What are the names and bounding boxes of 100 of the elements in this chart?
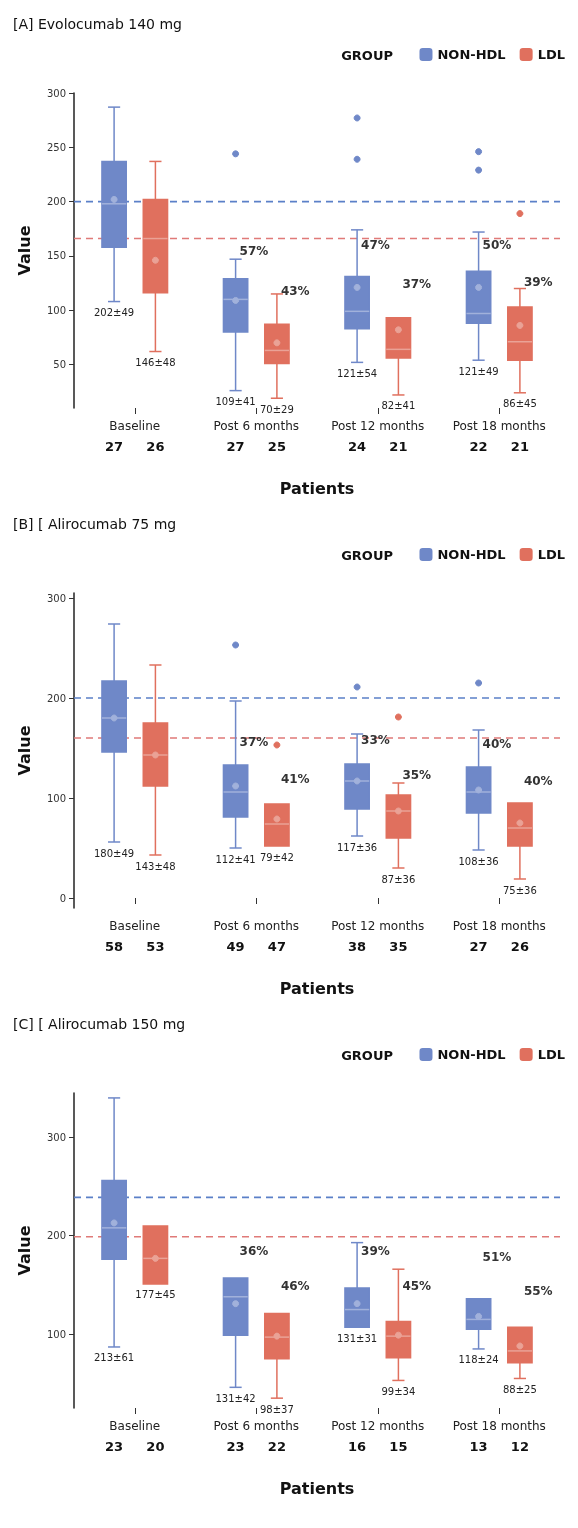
text: 25	[267, 439, 286, 454]
text: 13	[469, 1439, 488, 1454]
x-axis-title: Patients	[279, 978, 355, 998]
text: 49	[226, 939, 245, 954]
annotation: 57%	[239, 244, 269, 259]
annotation: 33%	[361, 732, 390, 747]
y-tick-label: 50	[53, 359, 66, 371]
legend-title: GROUP	[341, 48, 394, 63]
text: 23	[226, 1439, 245, 1454]
text: 131±31	[336, 1332, 378, 1344]
y-tick-label: 250	[46, 141, 66, 153]
text: 146±48	[135, 357, 176, 369]
text: 21	[389, 439, 408, 454]
x-tick-label: Post 6 months	[213, 419, 300, 433]
chart-title: [A] Evolocumab 140 mg	[13, 16, 182, 32]
annotation: 37%	[402, 277, 432, 292]
x-axis-title: Patients	[279, 478, 355, 498]
text: 23	[105, 1439, 124, 1454]
text: 87±36	[381, 873, 416, 885]
y-tick-label: 150	[46, 250, 66, 262]
text: 213±61	[93, 1352, 135, 1364]
y-axis-title: Value	[14, 225, 34, 276]
text: 27	[226, 439, 245, 454]
y-tick-label: 200	[46, 692, 66, 704]
text: 98±37	[259, 1403, 294, 1415]
y-tick-label: 0	[59, 892, 66, 904]
annotation: 40%	[482, 737, 512, 751]
text: 86±45	[502, 398, 537, 410]
text: 180±49	[93, 847, 135, 859]
x-tick-label: Baseline	[109, 419, 161, 433]
annotation: 55%	[523, 1284, 553, 1299]
text: 121±54	[336, 367, 378, 379]
y-tick-label: 100	[46, 792, 66, 804]
text: 27	[105, 439, 124, 454]
text: 143±48	[135, 860, 176, 872]
annotation: 50%	[482, 237, 512, 252]
text: 108±36	[458, 855, 499, 867]
text: 38	[348, 939, 367, 954]
annotation: 37%	[239, 735, 269, 749]
text: 79±42	[259, 851, 294, 863]
y-tick-label: 300	[46, 1131, 66, 1143]
text: 118±24	[458, 1354, 499, 1366]
text: 15	[389, 1439, 408, 1454]
text: 82±41	[381, 400, 416, 412]
x-tick-label: Post 18 months	[452, 419, 546, 433]
text: 21	[510, 439, 529, 454]
y-tick-label: 300	[46, 87, 66, 99]
text: 202±49	[93, 307, 135, 319]
annotation: 39%	[361, 1243, 390, 1258]
text: 131±42	[215, 1392, 256, 1404]
text: 112±41	[215, 853, 256, 865]
legend-title: GROUP	[341, 1048, 394, 1063]
annotation: 51%	[482, 1249, 512, 1264]
text: 26	[510, 939, 529, 954]
x-tick-label: Post 6 months	[213, 919, 300, 933]
x-tick-label: Post 12 months	[331, 919, 425, 933]
x-tick-label: Baseline	[109, 919, 161, 933]
text: 70±29	[259, 403, 294, 415]
text: 24	[348, 439, 367, 454]
text: 58	[105, 939, 124, 954]
legend-title: GROUP	[341, 548, 394, 563]
text: 26	[146, 439, 165, 454]
text: 27	[469, 939, 488, 954]
text: 53	[146, 939, 165, 954]
annotation: 45%	[402, 1278, 432, 1293]
text: 12	[510, 1439, 529, 1454]
x-tick-label: Post 18 months	[452, 1419, 546, 1433]
legend-label: NON-HDL	[437, 547, 506, 562]
text: 22	[267, 1439, 286, 1454]
x-tick-label: Post 18 months	[452, 919, 546, 933]
y-tick-label: 100	[46, 1328, 66, 1340]
legend-label: NON-HDL	[437, 47, 506, 62]
x-tick-label: Post 12 months	[331, 1419, 425, 1433]
text: 117±36	[336, 841, 378, 853]
chart-title: [B] [ Alirocumab 75 mg	[13, 516, 177, 532]
annotation: 35%	[402, 767, 432, 782]
annotation: 36%	[239, 1243, 269, 1258]
chart-title: [C] [ Alirocumab 150 mg	[13, 1016, 186, 1032]
text: 109±41	[215, 396, 256, 408]
y-tick-label: 300	[46, 592, 66, 604]
annotation: 43%	[280, 283, 310, 298]
annotation: 40%	[523, 773, 553, 788]
y-axis-title: Value	[14, 725, 34, 776]
y-tick-label: 100	[46, 304, 66, 316]
x-axis-title: Patients	[279, 1478, 355, 1498]
text: 121±49	[458, 365, 499, 377]
text: 88±25	[502, 1383, 537, 1395]
text: 75±36	[502, 884, 537, 896]
x-tick-label: Baseline	[109, 1419, 161, 1433]
annotation: 41%	[280, 771, 310, 786]
text: 16	[348, 1439, 367, 1454]
x-tick-label: Post 12 months	[331, 419, 425, 433]
annotation: 46%	[280, 1279, 310, 1294]
legend-label: LDL	[537, 547, 565, 562]
y-tick-label: 200	[46, 196, 66, 208]
x-tick-label: Post 6 months	[213, 1419, 300, 1433]
legend-label: NON-HDL	[437, 1047, 506, 1062]
text: 99±34	[381, 1385, 416, 1397]
text: 20	[146, 1439, 165, 1454]
text: 22	[469, 439, 488, 454]
